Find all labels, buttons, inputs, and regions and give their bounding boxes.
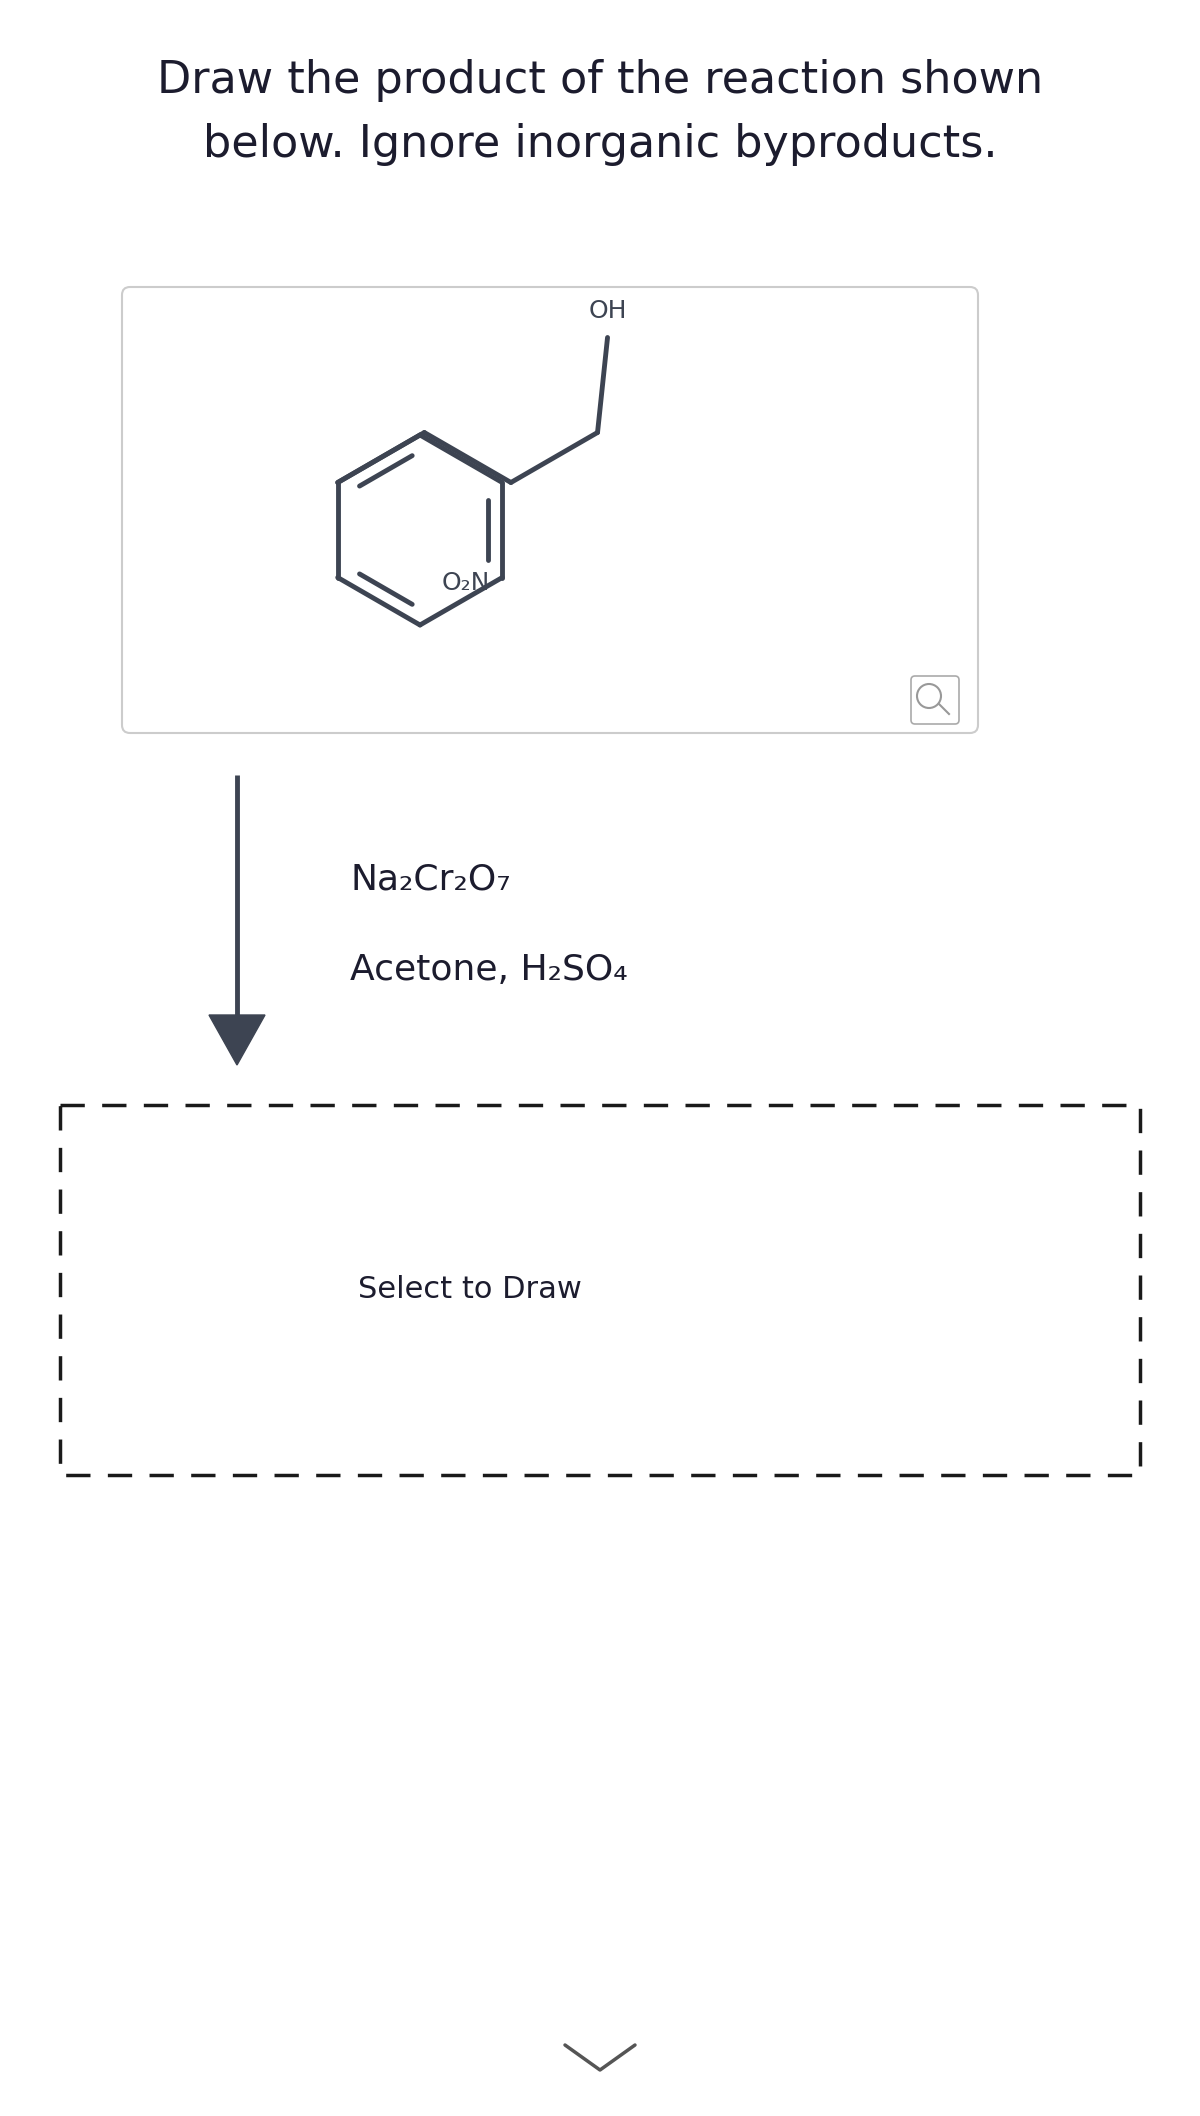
Text: below. Ignore inorganic byproducts.: below. Ignore inorganic byproducts. (203, 123, 997, 167)
Text: OH: OH (588, 298, 626, 322)
Bar (60, 1105, 1140, 1475)
Text: Draw the product of the reaction shown: Draw the product of the reaction shown (157, 59, 1043, 102)
FancyBboxPatch shape (122, 288, 978, 732)
Text: Acetone, H₂SO₄: Acetone, H₂SO₄ (350, 952, 628, 986)
Text: O₂N: O₂N (442, 571, 491, 595)
FancyBboxPatch shape (911, 675, 959, 724)
Polygon shape (209, 1016, 265, 1064)
Text: Select to Draw: Select to Draw (359, 1276, 582, 1303)
Text: Na₂Cr₂O₇: Na₂Cr₂O₇ (350, 863, 511, 897)
